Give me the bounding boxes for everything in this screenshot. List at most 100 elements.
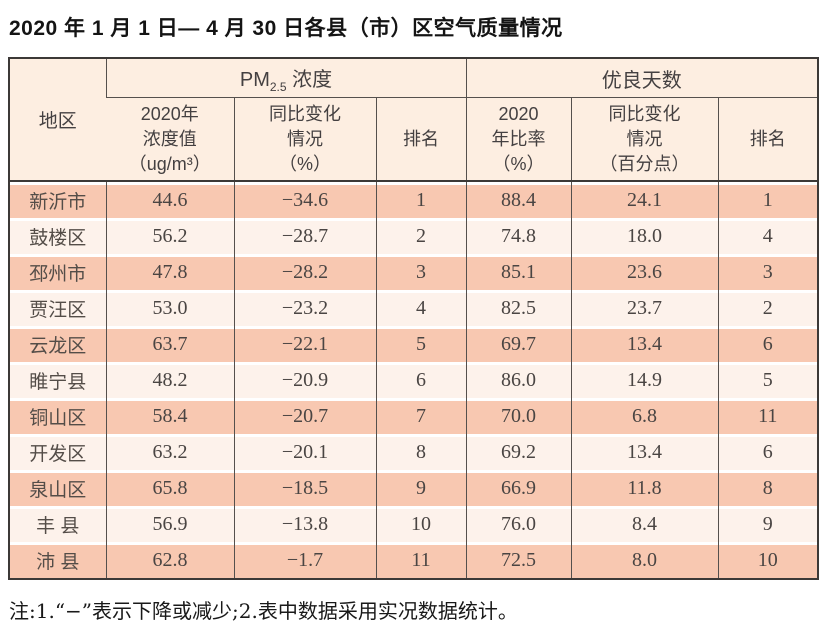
cell-pm_rank: 4 xyxy=(375,290,467,326)
cell-good_change: 24.1 xyxy=(570,181,719,218)
cell-region: 铜山区 xyxy=(9,398,106,434)
group-header-pm25: PM2.5 浓度 xyxy=(105,58,467,98)
table-row: 铜山区 58.4 −20.7 7 70.0 6.8 11 xyxy=(9,398,819,434)
header-line: 浓度值 xyxy=(142,128,197,149)
pm-label: PM xyxy=(239,68,270,91)
cell-good_rate: 74.8 xyxy=(465,218,572,254)
table-header: 地区 PM2.5 浓度 优良天数 2020年 浓度值 （ug/m³） 同比变化 … xyxy=(9,58,819,182)
cell-pm_rank: 3 xyxy=(375,254,467,290)
cell-pm_rank: 9 xyxy=(375,470,467,506)
pm-suffix-label: 浓度 xyxy=(286,68,333,91)
table-row: 开发区 63.2 −20.1 8 69.2 13.4 6 xyxy=(9,434,819,470)
header-line: 同比变化 xyxy=(269,103,341,124)
header-line: 2020年 xyxy=(140,103,199,124)
cell-good_change: 11.8 xyxy=(570,470,719,506)
table-row: 沛 县 62.8 −1.7 11 72.5 8.0 10 xyxy=(9,542,819,579)
col-header-region: 地区 xyxy=(9,58,106,182)
cell-pm_change: −18.5 xyxy=(233,470,376,506)
cell-good_change: 14.9 xyxy=(570,362,719,398)
cell-region: 新沂市 xyxy=(9,181,106,218)
sub-header-row: 2020年 浓度值 （ug/m³） 同比变化 情况 （%） 排名 2020 年比… xyxy=(9,97,819,182)
col-header-good-change: 同比变化 情况 （百分点） xyxy=(570,97,719,182)
cell-region: 丰 县 xyxy=(9,506,106,542)
col-header-pm-value: 2020年 浓度值 （ug/m³） xyxy=(106,97,234,182)
header-line: 2020 xyxy=(498,103,539,124)
cell-region: 鼓楼区 xyxy=(9,218,106,254)
cell-pm_change: −20.1 xyxy=(233,434,376,470)
cell-pm_value: 63.2 xyxy=(105,434,234,470)
cell-good_rate: 88.4 xyxy=(465,181,572,218)
air-quality-table: 地区 PM2.5 浓度 优良天数 2020年 浓度值 （ug/m³） 同比变化 … xyxy=(8,57,820,580)
cell-good_change: 13.4 xyxy=(570,326,719,362)
table-row: 泉山区 65.8 −18.5 9 66.9 11.8 8 xyxy=(9,470,819,506)
cell-good_rank: 1 xyxy=(717,181,819,218)
cell-good_rank: 10 xyxy=(717,542,819,579)
cell-good_change: 8.4 xyxy=(570,506,719,542)
cell-good_rate: 85.1 xyxy=(465,254,572,290)
cell-pm_value: 65.8 xyxy=(105,470,234,506)
table-row: 丰 县 56.9 −13.8 10 76.0 8.4 9 xyxy=(9,506,819,542)
cell-good_rate: 69.7 xyxy=(465,326,572,362)
cell-pm_rank: 11 xyxy=(375,542,467,579)
cell-pm_change: −1.7 xyxy=(233,542,376,579)
cell-pm_value: 56.2 xyxy=(105,218,234,254)
header-line: 同比变化 xyxy=(608,103,681,124)
cell-good_rank: 4 xyxy=(717,218,819,254)
cell-pm_value: 48.2 xyxy=(105,362,234,398)
cell-good_change: 6.8 xyxy=(570,398,719,434)
cell-pm_rank: 6 xyxy=(375,362,467,398)
cell-good_rank: 9 xyxy=(717,506,819,542)
header-line: （%） xyxy=(278,153,331,174)
cell-pm_change: −28.7 xyxy=(233,218,376,254)
cell-good_rate: 82.5 xyxy=(465,290,572,326)
cell-good_rank: 11 xyxy=(717,398,819,434)
cell-pm_value: 63.7 xyxy=(105,326,234,362)
cell-pm_value: 44.6 xyxy=(105,181,234,218)
cell-region: 睢宁县 xyxy=(9,362,106,398)
header-line: 情况 xyxy=(626,128,663,149)
cell-pm_value: 47.8 xyxy=(105,254,234,290)
cell-region: 泉山区 xyxy=(9,470,106,506)
cell-pm_value: 53.0 xyxy=(105,290,234,326)
table-row: 云龙区 63.7 −22.1 5 69.7 13.4 6 xyxy=(9,326,819,362)
page-title: 2020 年 1 月 1 日— 4 月 30 日各县（市）区空气质量情况 xyxy=(9,17,563,40)
cell-pm_rank: 7 xyxy=(375,398,467,434)
cell-region: 贾汪区 xyxy=(9,290,106,326)
footnote: 注:1.“−”表示下降或减少;2.表中数据采用实况数据统计。 xyxy=(9,599,518,623)
header-line: 年比率 xyxy=(491,128,546,149)
header-line: 情况 xyxy=(287,128,323,149)
cell-region: 沛 县 xyxy=(9,542,106,579)
cell-good_rate: 72.5 xyxy=(465,542,572,579)
cell-good_change: 23.6 xyxy=(570,254,719,290)
table-row: 贾汪区 53.0 −23.2 4 82.5 23.7 2 xyxy=(9,290,819,326)
cell-good_change: 8.0 xyxy=(570,542,719,579)
cell-pm_rank: 1 xyxy=(375,181,467,218)
cell-good_rank: 6 xyxy=(717,326,819,362)
col-header-good-rank: 排名 xyxy=(717,97,819,182)
cell-good_rate: 70.0 xyxy=(465,398,572,434)
cell-pm_change: −22.1 xyxy=(233,326,376,362)
cell-pm_rank: 10 xyxy=(375,506,467,542)
group-header-row: 地区 PM2.5 浓度 优良天数 xyxy=(9,58,819,182)
cell-good_rate: 69.2 xyxy=(465,434,572,470)
cell-pm_rank: 8 xyxy=(375,434,467,470)
cell-good_change: 23.7 xyxy=(570,290,719,326)
table-row: 新沂市 44.6 −34.6 1 88.4 24.1 1 xyxy=(9,181,819,218)
col-header-pm-change: 同比变化 情况 （%） xyxy=(233,97,376,182)
cell-good_rank: 2 xyxy=(717,290,819,326)
cell-good_rate: 86.0 xyxy=(465,362,572,398)
cell-pm_rank: 5 xyxy=(375,326,467,362)
cell-good_change: 13.4 xyxy=(570,434,719,470)
col-header-good-rate: 2020 年比率 （%） xyxy=(465,97,572,182)
cell-region: 开发区 xyxy=(9,434,106,470)
cell-good_rank: 8 xyxy=(717,470,819,506)
cell-pm_value: 58.4 xyxy=(105,398,234,434)
pm-subscript: 2.5 xyxy=(269,79,287,94)
table-row: 鼓楼区 56.2 −28.7 2 74.8 18.0 4 xyxy=(9,218,819,254)
cell-pm_rank: 2 xyxy=(375,218,467,254)
cell-pm_change: −28.2 xyxy=(233,254,376,290)
cell-pm_change: −34.6 xyxy=(233,181,376,218)
cell-pm_change: −20.7 xyxy=(233,398,376,434)
cell-good_change: 18.0 xyxy=(570,218,719,254)
